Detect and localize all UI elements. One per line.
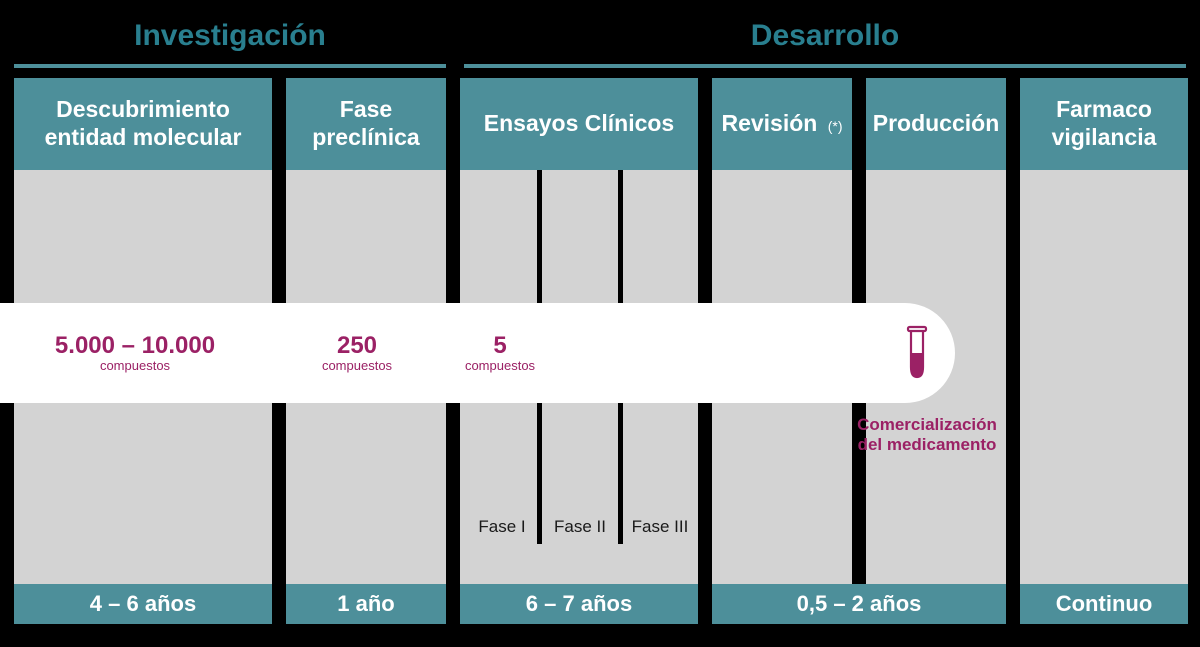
col-footer-preclinical: 1 año (286, 584, 446, 624)
phase-label-1: Fase I (472, 517, 532, 537)
pill-item-preclinical: 250 compuestos (302, 333, 412, 373)
col-title-discovery-l2: entidad molecular (20, 124, 266, 152)
pill-discovery-label: compuestos (40, 358, 230, 373)
pill-clinical-label: compuestos (460, 358, 540, 373)
col-header-clinical: Ensayos Clínicos (460, 78, 698, 170)
commercialization-l2: del medicamento (858, 435, 997, 454)
col-footer-clinical: 6 – 7 años (460, 584, 698, 624)
section-header-investigation: Investigación (14, 14, 446, 64)
pill-preclinical-label: compuestos (302, 358, 412, 373)
col-title-pharmacovigilance-l2: vigilancia (1026, 124, 1182, 152)
col-title-clinical: Ensayos Clínicos (466, 110, 692, 138)
commercialization-l1: Comercialización (857, 415, 997, 434)
col-header-preclinical: Fase preclínica (286, 78, 446, 170)
col-title-production: Producción (872, 110, 1000, 138)
col-header-pharmacovigilance: Farmaco vigilancia (1020, 78, 1188, 170)
col-header-production: Producción (866, 78, 1006, 170)
col-footer-pharmacovigilance: Continuo (1020, 584, 1188, 624)
section-title-development: Desarrollo (464, 19, 1186, 53)
pill-discovery-count: 5.000 – 10.000 (40, 333, 230, 358)
commercialization-label: Comercialización del medicamento (857, 415, 997, 454)
col-title-review-note: (*) (828, 118, 843, 134)
col-footer-review-production: 0,5 – 2 años (712, 584, 1006, 624)
phase-label-2: Fase II (550, 517, 610, 537)
col-header-review: Revisión (*) (712, 78, 852, 170)
section-rule-investigation (14, 64, 446, 68)
section-title-investigation: Investigación (14, 19, 446, 53)
col-header-discovery: Descubrimiento entidad molecular (14, 78, 272, 170)
compounds-pill: 5.000 – 10.000 compuestos 250 compuestos… (0, 303, 955, 403)
section-header-development: Desarrollo (464, 14, 1186, 64)
col-title-review: Revisión (721, 110, 817, 136)
pill-preclinical-count: 250 (302, 333, 412, 358)
col-pharmacovigilance: Farmaco vigilancia Continuo (1020, 78, 1188, 624)
section-rule-development (464, 64, 1186, 68)
col-title-preclinical-l1: Fase (292, 96, 440, 124)
pill-item-clinical: 5 compuestos (460, 333, 540, 373)
col-title-pharmacovigilance-l1: Farmaco (1026, 96, 1182, 124)
phase-label-3: Fase III (630, 517, 690, 537)
col-footer-discovery: 4 – 6 años (14, 584, 272, 624)
col-title-discovery-l1: Descubrimiento (20, 96, 266, 124)
pill-clinical-count: 5 (460, 333, 540, 358)
col-title-preclinical-l2: preclínica (292, 124, 440, 152)
test-tube-icon (903, 325, 931, 381)
pill-item-discovery: 5.000 – 10.000 compuestos (40, 333, 230, 373)
